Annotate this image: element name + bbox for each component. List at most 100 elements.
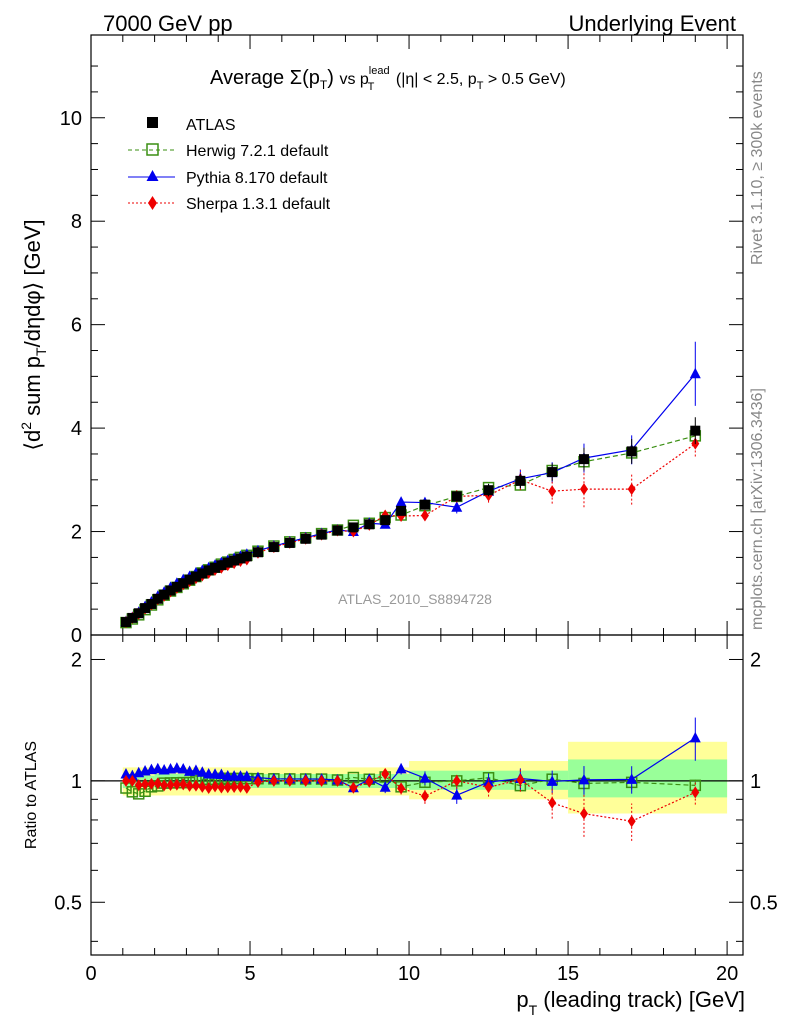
main-y-tick-label: 10 xyxy=(60,108,82,130)
ratio-series xyxy=(120,717,702,841)
ratio-point-sherpa xyxy=(147,777,156,790)
main-ylabel-sup: 2 xyxy=(18,422,34,430)
ratio-point-sherpa xyxy=(166,778,175,791)
side-text-top: Rivet 3.1.10, ≥ 300k events xyxy=(749,71,766,265)
main-point-atlas xyxy=(515,475,526,486)
ratio-point-pythia xyxy=(120,768,132,779)
xlabel-sub: T xyxy=(529,1002,538,1018)
watermark: ATLAS_2010_S8894728 xyxy=(338,591,492,607)
main-point-atlas xyxy=(419,499,430,510)
main-ylabel-part3: /dηdφ⟩ [GeV] xyxy=(20,219,45,347)
main-point-atlas xyxy=(229,555,240,566)
main-ylabel-sub: T xyxy=(33,347,49,356)
legend-label-pythia: Pythia 8.170 default xyxy=(186,170,328,187)
ratio-point-sherpa xyxy=(242,781,251,794)
title-sigma: Σ(p xyxy=(290,67,320,89)
main-y-tick-label: 4 xyxy=(71,418,82,440)
main-point-atlas xyxy=(284,537,295,548)
ratio-point-pythia xyxy=(419,772,431,783)
ratio-point-sherpa xyxy=(484,781,493,794)
main-point-atlas xyxy=(380,515,391,526)
main-point-sherpa xyxy=(579,483,588,496)
x-tick-label: 5 xyxy=(244,963,255,985)
main-point-atlas xyxy=(159,589,170,600)
x-tick-label: 10 xyxy=(398,963,420,985)
main-point-atlas xyxy=(626,446,637,457)
main-point-atlas xyxy=(210,562,221,573)
ratio-point-pythia xyxy=(578,773,590,785)
x-tick-label: 20 xyxy=(716,963,738,985)
ratio-point-sherpa xyxy=(204,782,213,795)
ratio-point-sherpa xyxy=(134,779,143,792)
main-point-atlas xyxy=(197,568,208,579)
main-point-atlas xyxy=(133,608,144,619)
ratio-point-pythia xyxy=(626,773,638,784)
ratio-point-sherpa xyxy=(153,777,162,790)
main-series xyxy=(120,341,702,629)
main-point-atlas xyxy=(396,505,407,516)
main-point-atlas xyxy=(268,542,279,553)
ratio-point-sherpa xyxy=(160,779,169,792)
main-point-atlas xyxy=(127,612,138,623)
main-line-pythia xyxy=(125,373,696,623)
main-point-atlas xyxy=(348,522,359,533)
ratio-point-pythia xyxy=(379,781,391,792)
ratio-point-sherpa xyxy=(397,782,406,795)
title-average: Average xyxy=(210,67,284,89)
main-ylabel: ⟨d2 sum pT/dηdφ⟩ [GeV] xyxy=(18,219,49,450)
main-point-atlas xyxy=(578,454,589,465)
legend-marker-sherpa xyxy=(148,196,157,210)
main-point-atlas xyxy=(152,593,163,604)
main-point-atlas xyxy=(184,574,195,585)
title-lead-sub: T xyxy=(368,81,375,93)
ratio-point-pythia xyxy=(196,766,208,777)
ratio-point-sherpa xyxy=(516,773,525,786)
legend-label-herwig: Herwig 7.2.1 default xyxy=(186,143,329,160)
ratio-point-sherpa xyxy=(236,780,245,793)
ratio-point-sherpa xyxy=(579,807,588,820)
main-ylabel-part2: sum p xyxy=(20,356,45,422)
main-y-tick-label: 0 xyxy=(71,625,82,647)
header-left: 7000 GeV pp xyxy=(103,11,233,36)
legend-label-atlas: ATLAS xyxy=(186,117,236,134)
ratio-point-sherpa xyxy=(211,780,220,793)
main-point-atlas xyxy=(332,525,343,536)
main-point-atlas xyxy=(547,467,558,478)
main-y-tick-label: 6 xyxy=(71,315,82,337)
ratio-point-sherpa xyxy=(452,774,461,787)
legend-marker-pythia xyxy=(146,170,159,181)
ratio-plot-frame xyxy=(90,634,744,956)
ratio-point-sherpa xyxy=(198,780,207,793)
header-right: Underlying Event xyxy=(568,11,736,36)
main-point-atlas xyxy=(690,425,701,436)
ratio-point-sherpa xyxy=(185,779,194,792)
main-point-atlas xyxy=(171,581,182,592)
ratio-point-sherpa xyxy=(333,774,342,787)
main-point-atlas xyxy=(203,565,214,576)
ratio-point-sherpa xyxy=(627,815,636,828)
main-point-atlas xyxy=(316,529,327,540)
ratio-y-tick-label: 1 xyxy=(71,771,82,793)
main-point-sherpa xyxy=(627,483,636,496)
x-tick-label: 0 xyxy=(85,963,96,985)
main-point-pythia xyxy=(395,496,407,507)
main-point-atlas xyxy=(140,603,151,614)
main-y-tick-label: 8 xyxy=(71,211,82,233)
ratio-point-sherpa xyxy=(141,778,150,791)
ratio-point-pythia xyxy=(241,770,253,781)
main-point-atlas xyxy=(364,519,375,530)
ratio-point-sherpa xyxy=(317,774,326,787)
legend: ATLAS Herwig 7.2.1 default Pythia 8.170 … xyxy=(128,117,331,213)
main-point-atlas xyxy=(483,485,494,496)
main-point-atlas xyxy=(241,551,252,562)
x-tick-label: 15 xyxy=(557,963,579,985)
ratio-point-sherpa xyxy=(365,775,374,788)
ratio-point-sherpa xyxy=(691,786,700,799)
side-text-bottom: mcplots.cern.ch [arXiv:1306.3436] xyxy=(749,388,766,630)
main-point-atlas xyxy=(222,557,233,568)
main-point-sherpa xyxy=(420,509,429,522)
x-axis-title: pT (leading track) [GeV] xyxy=(516,987,745,1018)
title-sigma-sub: T xyxy=(320,78,328,92)
